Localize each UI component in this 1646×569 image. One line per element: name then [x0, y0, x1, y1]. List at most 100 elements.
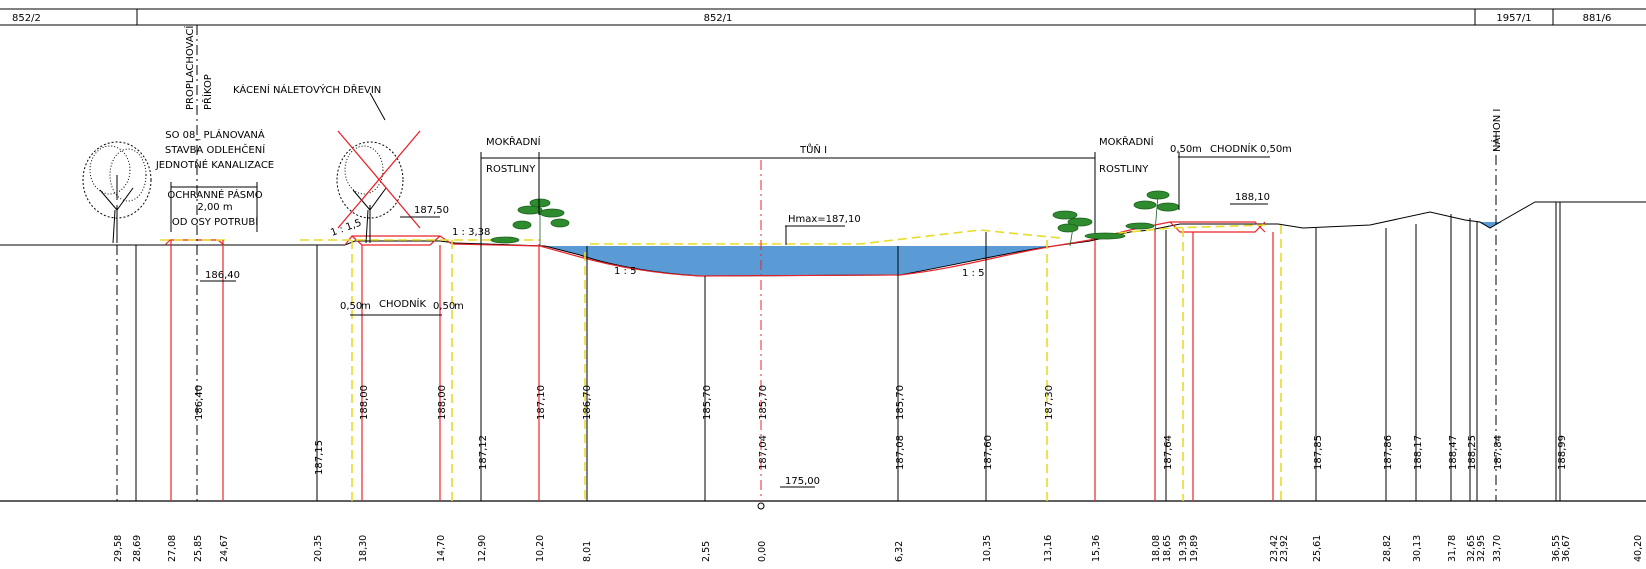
kaceni-leader [369, 92, 386, 121]
station-label: 19,39 [1178, 535, 1189, 562]
wetland-plants-left-icon [490, 198, 570, 246]
station-label: 15,36 [1091, 535, 1102, 562]
height-label: 188,47 [1448, 435, 1459, 470]
station-label: 23,92 [1279, 535, 1290, 562]
station-label: 30,13 [1412, 535, 1423, 562]
label-hmax: Hmax=187,10 [788, 214, 861, 225]
label-proplach-2: PŘÍKOP [201, 74, 214, 110]
station-label: 18,65 [1162, 535, 1173, 562]
label-nahon: NÁHON I [1490, 109, 1503, 152]
height-label: 187,84 [1493, 435, 1504, 470]
height-label: 187,12 [478, 435, 489, 470]
path-edge-right [1169, 221, 1266, 233]
label-so08-2: STAVBA ODLEHČENÍ [165, 143, 265, 156]
station-label: 40,20 [1633, 535, 1644, 562]
label-slope-338: 1 : 3,38 [452, 227, 490, 238]
station-label: 18,30 [358, 535, 369, 562]
station-verticals [116, 25, 1561, 501]
label-level-18640: 186,40 [205, 270, 240, 281]
station-label: 27,08 [167, 535, 178, 562]
height-label: 188,17 [1413, 435, 1424, 470]
label-level-18750: 187,50 [414, 205, 449, 216]
label-so08-3: JEDNOTNÉ KANALIZACE [155, 158, 274, 171]
height-label: 187,08 [895, 435, 906, 470]
tree-cut-icon [336, 130, 421, 244]
height-label: 186,40 [194, 385, 205, 420]
station-label: 31,78 [1447, 535, 1458, 562]
dimension-lines [170, 152, 1270, 316]
station-label: 25,61 [1312, 535, 1323, 562]
station-labels: 29,58 28,69 27,08 25,85 24,67 20,35 18,3… [113, 535, 1644, 562]
label-w050-right-a: 0,50 [1170, 144, 1192, 155]
label-m-left-a: m [361, 301, 371, 312]
height-label: 188,99 [1557, 435, 1568, 470]
label-chodnik-right: CHODNÍK [1210, 142, 1258, 155]
wetland-plants-right-icon [1052, 190, 1180, 247]
station-label: 24,67 [219, 535, 230, 562]
station-label: 33,70 [1492, 535, 1503, 562]
label-w050-left-b: 0,50 [433, 301, 455, 312]
label-m-right-a: m [1192, 144, 1202, 155]
parcel-852-1: 852/1 [704, 13, 733, 24]
station-label: 13,16 [1043, 535, 1054, 562]
label-m-left-b: m [454, 301, 464, 312]
height-label: 187,60 [983, 435, 994, 470]
label-rostliny-left: ROSTLINY [486, 164, 536, 175]
label-so08-1: SO 08_ PLÁNOVANÁ [165, 128, 265, 141]
station-label: 12,90 [477, 535, 488, 562]
height-label: 185,70 [702, 385, 713, 420]
station-label: 19,89 [1189, 535, 1200, 562]
station-label: 25,85 [193, 535, 204, 562]
station-label: 10,35 [982, 535, 993, 562]
label-datum: 175,00 [785, 476, 820, 487]
label-slope-right: 1 : 5 [962, 268, 984, 279]
height-label: 188,00 [359, 385, 370, 420]
station-label: 28,82 [1382, 535, 1393, 562]
label-w050-left-a: 0,50 [340, 301, 362, 312]
station-label: 14,70 [436, 535, 447, 562]
parcel-header: 852/2 852/1 1957/1 881/6 [0, 8, 1646, 26]
height-label: 185,70 [895, 385, 906, 420]
label-chodnik-left: CHODNÍK [379, 297, 427, 310]
label-m-right-b: m [1282, 144, 1292, 155]
label-pasmo-3: OD OSY POTRUBÍ [172, 215, 258, 228]
station-label: 18,08 [1151, 535, 1162, 562]
datum-point-icon [757, 502, 765, 510]
station-label: 10,20 [535, 535, 546, 562]
height-label: 187,15 [314, 440, 325, 475]
parcel-852-2: 852/2 [12, 13, 41, 24]
station-label: 29,58 [113, 535, 124, 562]
height-label: 186,70 [582, 385, 593, 420]
station-label: 36,55 [1551, 535, 1562, 562]
station-label: 20,35 [313, 535, 324, 562]
height-label: 187,86 [1383, 435, 1394, 470]
label-proplach-1: PROPLACHOVACÍ [183, 26, 196, 110]
height-label: 187,64 [1163, 435, 1174, 470]
label-slope-left: 1 : 5 [614, 266, 636, 277]
station-label: 28,69 [132, 535, 143, 562]
station-label: 8,01 [582, 541, 593, 562]
station-label: 2,55 [701, 541, 712, 562]
height-labels: 186,40 187,15 188,00 188,00 187,12 187,1… [194, 385, 1568, 475]
label-kaceni: KÁCENÍ NÁLETOVÝCH DŘEVIN [233, 83, 381, 96]
height-label: 187,10 [536, 385, 547, 420]
height-label: 185,70 [758, 385, 769, 420]
parcel-1957-1: 1957/1 [1496, 13, 1531, 24]
terrain-line [0, 201, 1646, 277]
label-tun: TŮŇ I [799, 143, 827, 156]
label-level-18810: 188,10 [1235, 192, 1270, 203]
parcel-881-6: 881/6 [1583, 13, 1612, 24]
tree-left-icon [82, 141, 152, 244]
design-surface-dashed [160, 224, 1266, 245]
label-w050-right-b: 0,50 [1260, 144, 1282, 155]
station-label: 23,42 [1269, 535, 1280, 562]
station-label: 0,00 [757, 541, 768, 562]
height-label: 187,04 [758, 435, 769, 470]
label-mokradni-left: MOKŘADNÍ [486, 135, 541, 148]
label-pasmo-1: OCHRANNÉ PÁSMO [167, 188, 262, 201]
station-label: 36,67 [1561, 535, 1572, 562]
label-mokradni-right: MOKŘADNÍ [1099, 135, 1154, 148]
station-label: 32,65 [1466, 535, 1477, 562]
height-label: 188,25 [1467, 435, 1478, 470]
